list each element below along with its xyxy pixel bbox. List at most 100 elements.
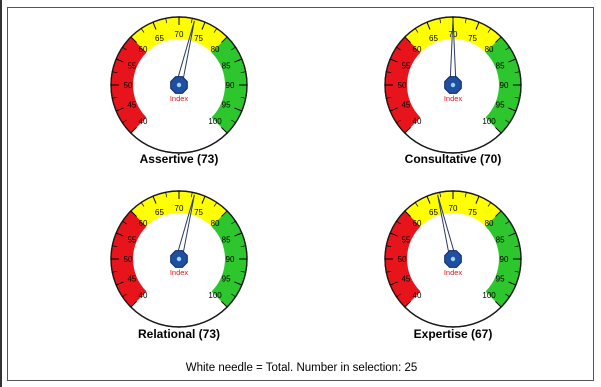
gauge-minor-tick: [505, 220, 510, 225]
gauge-consultative-title: Consultative (70): [404, 152, 502, 166]
gauge-tick-label: 100: [208, 291, 222, 300]
gauge-minor-tick: [505, 46, 510, 51]
gauge-hub-label: Index: [170, 268, 189, 277]
gauge-tick-label: 80: [485, 45, 494, 54]
gauge-tick-label: 75: [468, 208, 477, 217]
gauge-minor-tick: [112, 270, 118, 273]
gauge-major-tick: [508, 232, 517, 237]
gauge-assertive-title: Assertive (73): [139, 152, 219, 166]
gauge-assertive: 40 45 50 55 60 65 70 75 80 85 90 95 100 Index: [104, 10, 254, 160]
gauge-major-tick: [404, 127, 411, 134]
gauge-minor-tick: [505, 119, 510, 124]
gauge-minor-tick: [165, 18, 168, 24]
gauge-minor-tick: [396, 119, 401, 124]
gauge-major-tick: [475, 21, 480, 30]
gauge-major-tick: [389, 281, 398, 286]
gauge-tick-label: 75: [468, 34, 477, 43]
gauge-expertise: 40 45 50 55 60 65 70 75 80 85 90 95 100 Index: [378, 184, 528, 334]
gauge-minor-tick: [396, 293, 401, 298]
gauge-minor-tick: [386, 270, 392, 273]
gauge-minor-tick: [213, 28, 218, 33]
gauge-major-tick: [221, 127, 228, 134]
gauge-tick-label: 95: [496, 101, 505, 110]
chart-panel: 40 45 50 55 60 65 70 75 80 85 90 95 100 Index Asserti…: [7, 7, 594, 381]
gauge-tick-label: 80: [211, 45, 220, 54]
gauge-tick-label: 75: [194, 34, 203, 43]
gauge-tick-label: 80: [485, 219, 494, 228]
gauge-major-tick: [404, 301, 411, 308]
gauge-tick-label: 85: [496, 61, 505, 70]
gauge-minor-tick: [464, 18, 467, 24]
gauge-tick-label: 95: [496, 275, 505, 284]
gauge-tick-label: 40: [412, 291, 421, 300]
gauge-minor-tick: [386, 245, 392, 248]
gauge-tick-label: 60: [138, 219, 147, 228]
gauge-tick-label: 60: [412, 219, 421, 228]
gauge-tick-label: 50: [398, 255, 407, 264]
gauge-minor-tick: [240, 96, 246, 99]
gauge-minor-tick: [514, 71, 520, 74]
gauge-major-tick: [115, 232, 124, 237]
gauge-tick-label: 95: [222, 101, 231, 110]
gauge-major-tick: [495, 127, 502, 134]
gauge-major-tick: [130, 301, 137, 308]
gauge-major-tick: [152, 21, 157, 30]
gauge-major-tick: [115, 107, 124, 112]
gauge-tick-label: 55: [127, 61, 136, 70]
gauge-tick-label: 65: [429, 34, 438, 43]
gauge-tick-label: 45: [127, 101, 136, 110]
gauge-tick-label: 60: [138, 45, 147, 54]
gauge-minor-tick: [396, 46, 401, 51]
left-border-rule: [0, 0, 2, 387]
gauge-minor-tick: [112, 71, 118, 74]
gauge-tick-label: 100: [482, 117, 496, 126]
gauge-minor-tick: [386, 71, 392, 74]
gauge-major-tick: [221, 301, 228, 308]
gauge-tick-label: 75: [194, 208, 203, 217]
gauge-tick-label: 70: [175, 204, 184, 213]
gauge-major-tick: [508, 58, 517, 63]
gauge-minor-tick: [122, 293, 127, 298]
gauge-major-tick: [130, 210, 137, 217]
gauge-tick-label: 85: [222, 235, 231, 244]
gauge-minor-tick: [514, 96, 520, 99]
gauge-tick-label: 65: [155, 34, 164, 43]
gauge-major-tick: [221, 36, 228, 43]
gauge-minor-tick: [112, 245, 118, 248]
gauge-minor-tick: [396, 220, 401, 225]
gauge-tick-label: 60: [412, 45, 421, 54]
gauge-minor-tick: [190, 18, 193, 24]
gauge-tick-label: 45: [127, 275, 136, 284]
gauge-minor-tick: [487, 28, 492, 33]
gauge-tick-label: 90: [226, 255, 235, 264]
gauge-relational-title: Relational (73): [137, 327, 221, 341]
gauge-major-tick: [221, 210, 228, 217]
gauge-hub-label: Index: [444, 268, 463, 277]
gauge-major-tick: [234, 232, 243, 237]
gauge-tick-label: 40: [412, 117, 421, 126]
gauge-hub-label: Index: [170, 94, 189, 103]
gauge-tick-label: 45: [401, 101, 410, 110]
gauge-expertise-title: Expertise (67): [413, 327, 493, 341]
gauge-major-tick: [508, 281, 517, 286]
gauge-minor-tick: [240, 270, 246, 273]
gauge-tick-label: 90: [226, 81, 235, 90]
gauge-tick-label: 70: [175, 30, 184, 39]
gauge-major-tick: [234, 107, 243, 112]
gauge-major-tick: [404, 36, 411, 43]
gauge-minor-tick: [439, 18, 442, 24]
gauge-minor-tick: [122, 220, 127, 225]
gauge-minor-tick: [140, 202, 145, 207]
gauge-tick-label: 50: [398, 81, 407, 90]
gauge-minor-tick: [439, 192, 442, 198]
gauge-tick-label: 95: [222, 275, 231, 284]
gauge-tick-label: 90: [500, 81, 509, 90]
gauge-minor-tick: [190, 192, 193, 198]
gauge-major-tick: [130, 36, 137, 43]
gauge-relational: 40 45 50 55 60 65 70 75 80 85 90 95 100 Index: [104, 184, 254, 334]
chart-caption: White needle = Total. Number in selectio…: [185, 362, 418, 374]
gauge-minor-tick: [231, 220, 236, 225]
